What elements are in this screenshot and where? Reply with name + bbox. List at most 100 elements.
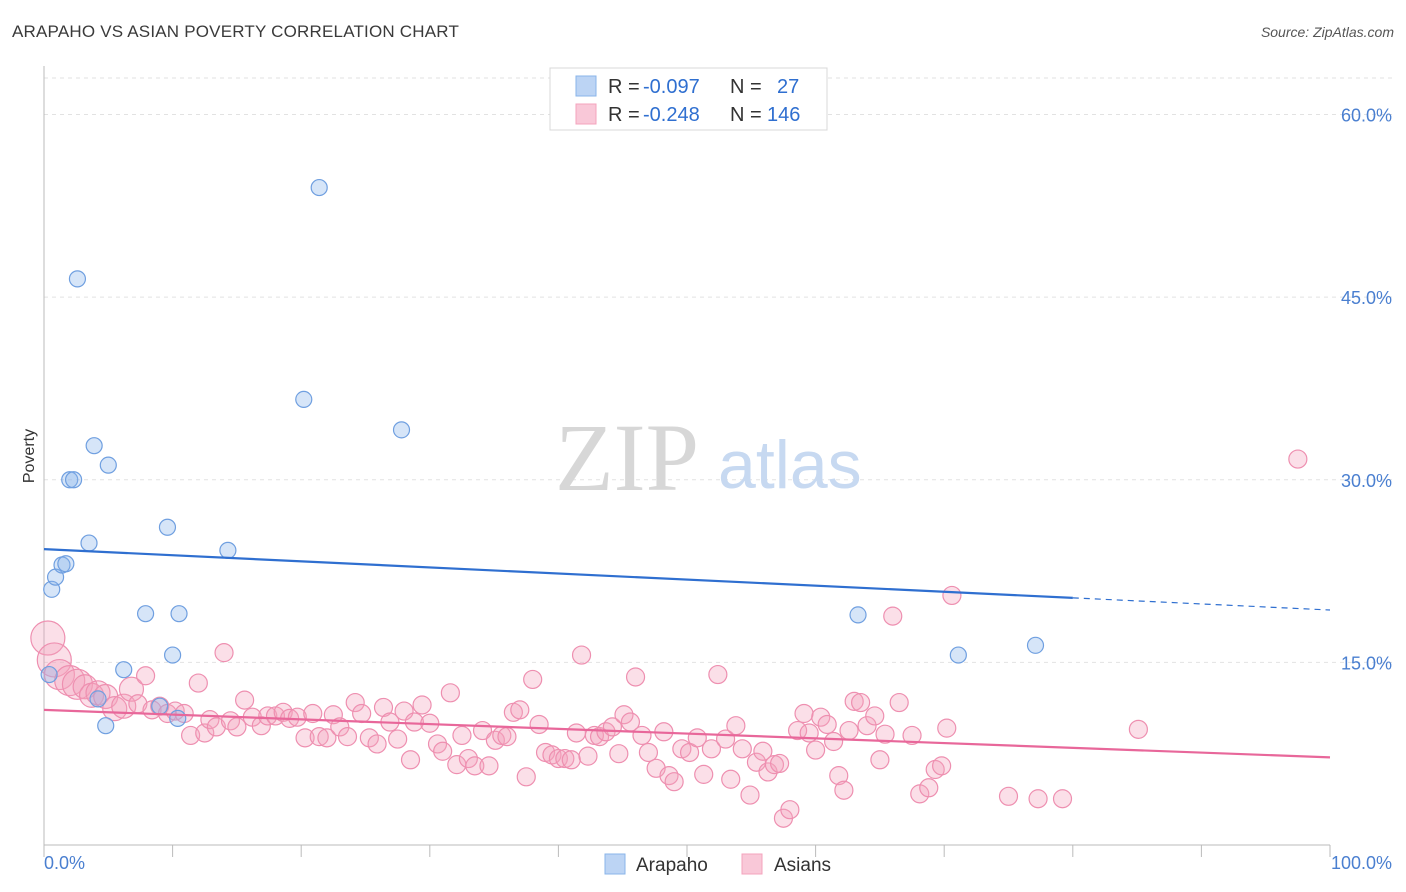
asians-point: [578, 746, 598, 766]
asians-point: [844, 691, 864, 711]
y-tick-labels: 15.0% 30.0% 45.0% 60.0%: [1341, 106, 1392, 674]
top-legend: R = -0.097 N = 27 R = -0.248 N = 146: [549, 67, 828, 131]
asians-point: [317, 728, 337, 748]
asians-point: [708, 664, 728, 685]
arapaho-point: [97, 717, 115, 735]
asians-point: [937, 718, 957, 738]
legend-r-label-2: R =: [608, 104, 640, 126]
asians-point: [30, 620, 66, 656]
asians-point: [85, 680, 111, 706]
y-axis-label: Poverty: [21, 429, 38, 483]
asians-point: [206, 717, 226, 737]
asians-point: [452, 725, 472, 746]
arapaho-point: [64, 471, 83, 489]
asians-point: [632, 725, 652, 746]
asians-point: [883, 606, 903, 626]
asians-point: [479, 756, 499, 776]
asians-point: [227, 717, 247, 737]
arapaho-trend-extension: [1072, 597, 1331, 611]
asians-point: [638, 742, 659, 763]
asians-point: [102, 696, 128, 722]
asians-point: [458, 748, 478, 769]
asians-point: [529, 714, 549, 735]
legend-r-value-1: -0.097: [643, 76, 700, 98]
asians-point: [337, 727, 358, 747]
asians-point: [404, 712, 424, 732]
bottom-legend-label-asians: Asians: [774, 855, 831, 876]
chart-title: ARAPAHO VS ASIAN POVERTY CORRELATION CHA…: [12, 22, 460, 41]
asians-point: [694, 764, 714, 784]
asians-point: [740, 785, 760, 805]
asians-point: [925, 759, 945, 780]
watermark-atlas: atlas: [718, 427, 862, 503]
asians-point: [659, 766, 679, 786]
bottom-legend-label-arapaho: Arapaho: [636, 855, 708, 876]
chart-axes: [43, 66, 1331, 857]
asians-point: [1128, 719, 1148, 739]
series-arapaho-points: [40, 178, 1045, 735]
asians-trend-line: [43, 708, 1331, 759]
asians-point: [388, 729, 408, 749]
asians-point: [555, 748, 575, 769]
x-tick-label-min: 0.0%: [44, 853, 85, 873]
asians-point: [465, 756, 485, 776]
arapaho-point: [57, 555, 75, 573]
arapaho-point: [310, 178, 328, 197]
asians-point: [794, 703, 814, 724]
watermark: ZIP atlas: [555, 404, 862, 511]
y-tick-label: 30.0%: [1341, 471, 1392, 491]
legend-swatch-asians: [575, 103, 597, 125]
asians-point: [188, 673, 208, 693]
bottom-legend-swatch-asians: [741, 853, 763, 875]
watermark-zip: ZIP: [555, 404, 699, 511]
asians-point: [829, 766, 849, 786]
arapaho-point: [80, 534, 98, 552]
trend-lines: [43, 548, 1331, 759]
asians-point: [542, 745, 562, 765]
asians-point: [851, 692, 871, 713]
asians-point: [566, 723, 587, 743]
asians-point: [323, 705, 343, 725]
legend-swatch-arapaho: [575, 75, 597, 97]
x-tick-labels: 0.0% 100.0%: [44, 853, 1392, 873]
asians-point: [942, 585, 962, 606]
asians-point: [287, 707, 307, 727]
asians-point: [726, 716, 746, 736]
asians-point: [857, 716, 877, 736]
asians-point: [352, 703, 372, 724]
asians-point: [345, 692, 365, 713]
asians-point: [780, 800, 800, 820]
asians-point: [359, 728, 379, 748]
asians-point: [932, 756, 952, 776]
asians-point: [732, 739, 752, 759]
asians-point: [753, 741, 773, 761]
asians-point: [998, 786, 1019, 806]
asians-point: [625, 667, 646, 687]
asians-point: [875, 724, 895, 744]
asians-point: [701, 739, 722, 759]
asians-point: [135, 666, 156, 686]
asians-point: [811, 707, 831, 727]
y-tick-label: 15.0%: [1341, 653, 1392, 673]
arapaho-point: [849, 606, 867, 624]
asians-point: [817, 714, 837, 735]
asians-point: [516, 767, 536, 787]
asians-point: [440, 683, 460, 703]
asians-point: [664, 772, 684, 792]
legend-n-value-1: 27: [777, 76, 799, 98]
asians-point: [433, 741, 453, 761]
arapaho-point: [61, 471, 79, 489]
asians-point: [497, 727, 517, 747]
arapaho-point: [164, 646, 182, 664]
asians-point: [1028, 789, 1048, 809]
arapaho-point: [151, 697, 169, 715]
asians-point: [824, 731, 844, 752]
arapaho-point: [219, 541, 237, 559]
arapaho-point: [115, 661, 133, 679]
arapaho-point: [99, 456, 117, 474]
legend-n-label-2: N =: [730, 104, 762, 126]
bottom-legend-swatch-arapaho: [604, 853, 626, 875]
asians-point: [214, 643, 234, 663]
asians-point: [367, 734, 387, 754]
